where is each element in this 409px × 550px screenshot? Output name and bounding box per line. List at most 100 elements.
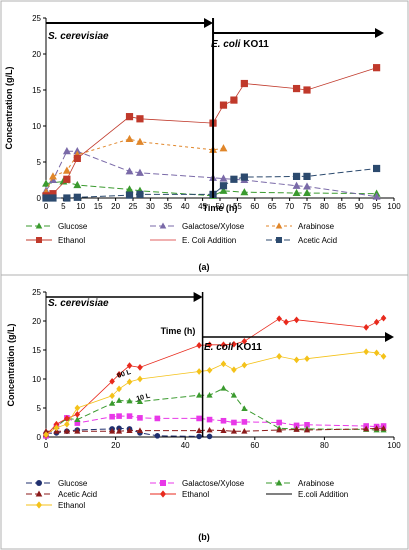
chart-a-arrowhead-left <box>204 18 214 28</box>
b-legend-item: Arabinose <box>266 479 335 488</box>
b-data-point <box>63 427 70 434</box>
a-data-point <box>73 154 81 162</box>
b-legend-item: Acetic Acid <box>26 490 97 499</box>
b-data-point <box>363 348 369 356</box>
a-legend-label: E. Coli Addition <box>182 236 236 245</box>
a-data-point <box>303 86 311 94</box>
a-data-point <box>292 188 301 197</box>
a-data-point <box>49 194 57 202</box>
b-xtick-label: 0 <box>44 441 49 450</box>
b-data-point <box>74 411 81 418</box>
b-series-line <box>45 415 384 437</box>
b-data-point <box>230 427 237 434</box>
b-data-point <box>231 340 237 348</box>
a-legend-swatch-marker <box>35 222 43 229</box>
b-data-point <box>126 362 133 370</box>
b-xtick-label: 80 <box>320 441 329 450</box>
b-data-point <box>154 415 161 422</box>
a-data-point <box>73 180 82 189</box>
a-data-point <box>125 191 134 199</box>
b-data-point <box>304 422 310 428</box>
a-data-point <box>62 166 71 174</box>
b-data-point <box>64 415 70 422</box>
b-data-point <box>136 427 144 433</box>
a-data-point <box>219 144 228 152</box>
b-legend-label: Acetic Acid <box>58 490 97 499</box>
a-data-point <box>125 185 134 193</box>
chart-a-phase-arrows <box>46 18 384 38</box>
a-data-point <box>240 79 248 88</box>
chart-b-annotation-60l: 60 L <box>116 369 132 380</box>
a-data-point <box>219 101 228 109</box>
b-data-point <box>241 419 248 425</box>
a-legend-swatch-marker <box>36 237 42 243</box>
a-data-point <box>63 194 71 202</box>
b-legend-swatch-marker <box>36 501 42 509</box>
a-data-point <box>230 175 238 183</box>
b-data-point <box>231 366 237 374</box>
b-legend-swatch-marker <box>160 490 166 498</box>
chart-b-panel-label: (b) <box>198 532 210 542</box>
a-xtick-label: 40 <box>181 202 190 211</box>
b-data-point <box>276 353 282 360</box>
b-ytick-label: 25 <box>32 288 41 297</box>
b-data-point <box>293 316 300 324</box>
b-data-point <box>206 433 213 440</box>
b-data-point <box>196 433 202 440</box>
b-data-point <box>154 433 161 439</box>
chart-a: 0 5 10 15 20 25 0 5 10 15 20 25 30 35 40 45 50 55 60 65 70 75… <box>4 14 401 272</box>
chart-a-panel-label: (a) <box>199 262 210 272</box>
a-data-point <box>62 147 71 155</box>
b-data-point <box>206 416 213 423</box>
a-data-point <box>219 174 228 182</box>
b-data-point <box>206 426 213 433</box>
b-data-point <box>304 355 310 363</box>
b-data-point <box>116 385 122 393</box>
b-data-point <box>196 415 202 422</box>
b-data-point <box>363 324 369 331</box>
a-xtick-label: 55 <box>233 202 242 211</box>
b-data-point <box>380 314 387 322</box>
a-data-point <box>125 134 134 143</box>
chart-a-phase-left: S. cerevisiae <box>48 31 109 42</box>
a-xtick-label: 50 <box>216 202 225 211</box>
b-legend-item: Ethanol <box>26 501 85 510</box>
a-data-point <box>49 190 57 198</box>
a-legend-label: Arabinose <box>298 222 335 231</box>
b-data-point <box>137 364 143 371</box>
a-data-point <box>303 172 311 180</box>
a-legend-item: E. Coli Addition <box>150 236 236 245</box>
a-series-line <box>45 180 377 197</box>
chart-b-y-label: Concentration (g/L) <box>6 324 16 407</box>
b-ytick-label: 10 <box>32 375 41 384</box>
a-xtick-label: 65 <box>268 202 277 211</box>
b-data-point <box>136 398 144 404</box>
b-data-point <box>74 416 81 422</box>
b-legend-label: Ethanol <box>182 490 209 499</box>
chart-b-phase-right: E. coli KO11 <box>204 342 262 353</box>
chart-a-arrowhead-right <box>375 28 384 38</box>
a-data-point <box>292 172 301 180</box>
b-data-point <box>380 425 387 431</box>
a-legend-label: Galactose/Xylose <box>182 222 245 231</box>
a-data-point <box>303 188 311 197</box>
a-ytick-label: 10 <box>32 122 41 131</box>
chart-b-annotation-10l: 10 L <box>136 392 152 403</box>
a-data-point <box>292 181 301 189</box>
a-data-point <box>219 182 228 190</box>
b-series-5 <box>43 348 387 439</box>
b-data-point <box>196 427 203 433</box>
b-data-point <box>373 318 380 326</box>
a-legend-label: Acetic Acid <box>298 236 337 245</box>
a-data-point <box>240 188 249 196</box>
b-data-point <box>303 426 311 433</box>
b-data-point <box>116 371 122 378</box>
a-legend-swatch-marker <box>275 222 283 229</box>
a-legend-item: Galactose/Xylose <box>150 222 245 231</box>
b-data-point <box>241 427 248 434</box>
a-data-point <box>136 137 144 145</box>
b-data-point <box>42 427 50 434</box>
b-data-point <box>380 353 387 360</box>
b-legend-swatch-marker <box>275 479 283 486</box>
